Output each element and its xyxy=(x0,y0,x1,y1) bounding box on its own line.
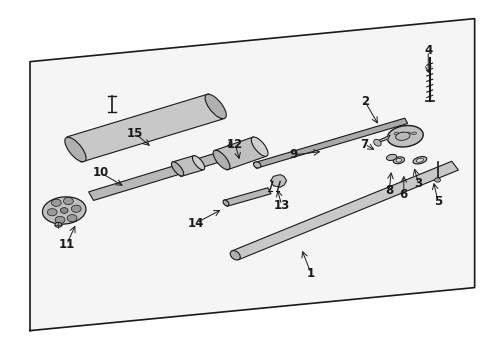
Ellipse shape xyxy=(193,156,205,170)
Ellipse shape xyxy=(172,162,184,176)
Polygon shape xyxy=(214,137,266,170)
Text: 13: 13 xyxy=(273,199,290,212)
Text: 2: 2 xyxy=(361,95,369,108)
Text: 8: 8 xyxy=(385,184,393,197)
Text: 7: 7 xyxy=(361,138,369,150)
Circle shape xyxy=(51,199,61,206)
Polygon shape xyxy=(224,188,271,206)
Ellipse shape xyxy=(413,157,427,164)
Ellipse shape xyxy=(205,94,226,119)
Polygon shape xyxy=(232,161,459,260)
Ellipse shape xyxy=(223,200,229,206)
Ellipse shape xyxy=(412,132,416,135)
Circle shape xyxy=(435,178,441,182)
Ellipse shape xyxy=(395,132,410,140)
Circle shape xyxy=(55,222,62,227)
Circle shape xyxy=(67,215,77,222)
Circle shape xyxy=(72,205,81,212)
Polygon shape xyxy=(89,152,223,201)
Ellipse shape xyxy=(251,137,268,156)
Ellipse shape xyxy=(400,132,405,135)
Text: 3: 3 xyxy=(415,177,422,190)
Ellipse shape xyxy=(387,126,423,147)
Text: 15: 15 xyxy=(127,127,143,140)
Ellipse shape xyxy=(65,137,86,162)
Polygon shape xyxy=(172,156,202,176)
Ellipse shape xyxy=(396,158,402,162)
Text: 4: 4 xyxy=(424,44,432,57)
Text: 6: 6 xyxy=(400,188,408,201)
Text: 9: 9 xyxy=(290,148,298,161)
Text: 5: 5 xyxy=(434,195,442,208)
Ellipse shape xyxy=(387,154,397,161)
Polygon shape xyxy=(67,94,223,162)
Polygon shape xyxy=(375,135,390,144)
Ellipse shape xyxy=(394,132,399,135)
Circle shape xyxy=(55,216,65,224)
Text: 10: 10 xyxy=(93,166,109,179)
Circle shape xyxy=(60,208,68,213)
Ellipse shape xyxy=(43,197,86,224)
Text: 11: 11 xyxy=(58,238,75,251)
Ellipse shape xyxy=(393,157,405,164)
Polygon shape xyxy=(30,19,475,330)
Ellipse shape xyxy=(406,132,411,135)
Ellipse shape xyxy=(374,139,381,146)
Polygon shape xyxy=(253,118,408,168)
Ellipse shape xyxy=(253,162,261,168)
Text: 12: 12 xyxy=(227,138,244,150)
Polygon shape xyxy=(271,175,287,187)
Circle shape xyxy=(48,209,57,216)
Text: 14: 14 xyxy=(188,216,204,230)
Ellipse shape xyxy=(213,150,230,170)
Circle shape xyxy=(64,198,74,204)
Text: 1: 1 xyxy=(307,267,315,280)
Ellipse shape xyxy=(230,251,240,260)
Ellipse shape xyxy=(416,158,424,162)
